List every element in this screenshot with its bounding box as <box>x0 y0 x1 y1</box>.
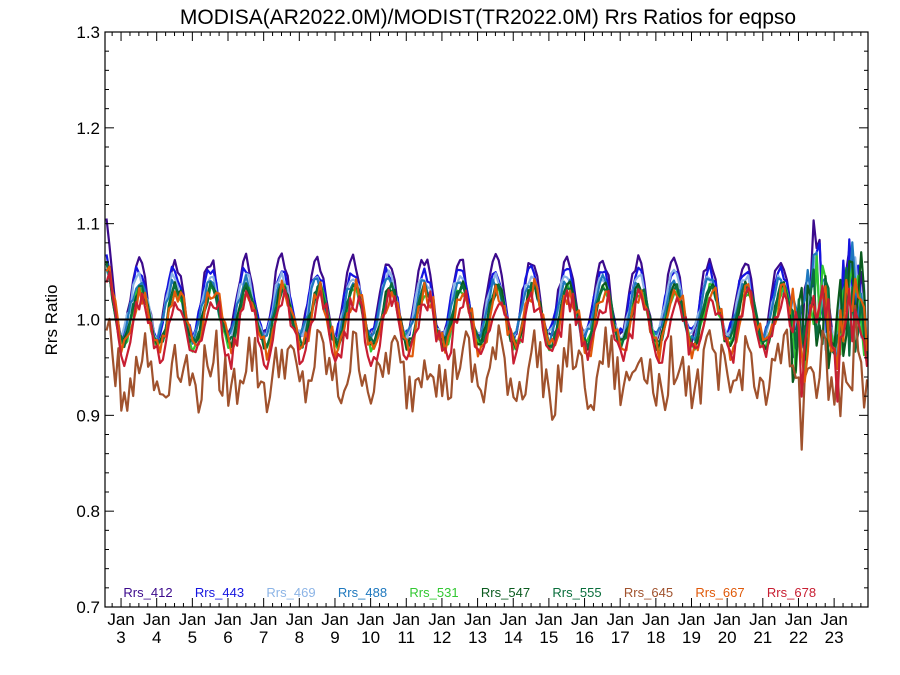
x-tick-label-month: Jan <box>749 610 776 629</box>
x-tick-label-month: Jan <box>678 610 705 629</box>
x-tick-label-year: 16 <box>575 628 594 647</box>
x-tick-label-year: 9 <box>330 628 339 647</box>
x-tick-label-month: Jan <box>393 610 420 629</box>
y-tick-label: 1.0 <box>76 311 100 330</box>
legend-entry-rrs-645: Rrs_645 <box>624 585 673 600</box>
y-tick-label: 1.3 <box>76 23 100 42</box>
legend-entry-rrs-443: Rrs_443 <box>195 585 244 600</box>
legend-entry-rrs-667: Rrs_667 <box>695 585 744 600</box>
x-tick-label-year: 17 <box>611 628 630 647</box>
x-tick-label-month: Jan <box>179 610 206 629</box>
series-line-rrs-469 <box>105 251 868 356</box>
x-tick-label-month: Jan <box>107 610 134 629</box>
x-tick-label-month: Jan <box>713 610 740 629</box>
x-tick-label-year: 10 <box>361 628 380 647</box>
legend: Rrs_412 Rrs_443 Rrs_469 Rrs_488 Rrs_531 Rrs_5… <box>123 585 816 600</box>
x-tick-label-month: Jan <box>820 610 847 629</box>
x-tick-label-month: Jan <box>428 610 455 629</box>
x-tick-label-year: 7 <box>259 628 268 647</box>
y-tick-label: 1.2 <box>76 119 100 138</box>
x-tick-label-month: Jan <box>642 610 669 629</box>
series-line-rrs-645 <box>105 304 868 451</box>
x-tick-label-month: Jan <box>286 610 313 629</box>
series-line-rrs-678 <box>105 271 868 403</box>
x-tick-label-year: 23 <box>825 628 844 647</box>
y-tick-label: 1.1 <box>76 215 100 234</box>
x-tick-label-year: 13 <box>468 628 487 647</box>
x-tick-label-year: 4 <box>152 628 161 647</box>
x-tick-label-year: 19 <box>682 628 701 647</box>
x-tick-label-year: 15 <box>539 628 558 647</box>
x-tick-label-month: Jan <box>785 610 812 629</box>
legend-entry-rrs-678: Rrs_678 <box>767 585 816 600</box>
legend-entry-rrs-469: Rrs_469 <box>266 585 315 600</box>
x-tick-label-year: 3 <box>116 628 125 647</box>
x-tick-label-year: 21 <box>753 628 772 647</box>
x-tick-label-year: 18 <box>646 628 665 647</box>
x-tick-label-year: 6 <box>223 628 232 647</box>
series-layer <box>105 218 868 451</box>
x-tick-label-year: 11 <box>397 628 415 647</box>
x-tick-label-month: Jan <box>464 610 491 629</box>
x-tick-label-month: Jan <box>250 610 277 629</box>
x-tick-label-month: Jan <box>357 610 384 629</box>
legend-entry-rrs-412: Rrs_412 <box>123 585 172 600</box>
x-tick-label-month: Jan <box>214 610 241 629</box>
x-tick-label-year: 5 <box>188 628 197 647</box>
y-tick-label: 0.9 <box>76 406 100 425</box>
y-axis-label: Rrs Ratio <box>42 285 61 356</box>
x-tick-label-month: Jan <box>606 610 633 629</box>
x-tick-label-month: Jan <box>321 610 348 629</box>
x-tick-label-month: Jan <box>535 610 562 629</box>
x-tick-label-year: 20 <box>718 628 737 647</box>
x-tick-label-year: 8 <box>295 628 304 647</box>
x-tick-label-month: Jan <box>500 610 527 629</box>
x-tick-label-month: Jan <box>571 610 598 629</box>
legend-entry-rrs-547: Rrs_547 <box>481 585 530 600</box>
x-tick-label-month: Jan <box>143 610 170 629</box>
x-tick-label-year: 22 <box>789 628 808 647</box>
y-tick-label: 0.7 <box>76 598 100 617</box>
legend-entry-rrs-488: Rrs_488 <box>338 585 387 600</box>
y-tick-label: 0.8 <box>76 502 100 521</box>
axes-layer: 0.70.80.91.01.11.21.3Jan3Jan4Jan5Jan6Jan… <box>76 23 869 647</box>
legend-entry-rrs-531: Rrs_531 <box>409 585 458 600</box>
chart-title: MODISA(AR2022.0M)/MODIST(TR2022.0M) Rrs … <box>180 6 796 29</box>
x-tick-label-year: 14 <box>504 628 523 647</box>
x-tick-label-year: 12 <box>432 628 451 647</box>
legend-entry-rrs-555: Rrs_555 <box>552 585 601 600</box>
